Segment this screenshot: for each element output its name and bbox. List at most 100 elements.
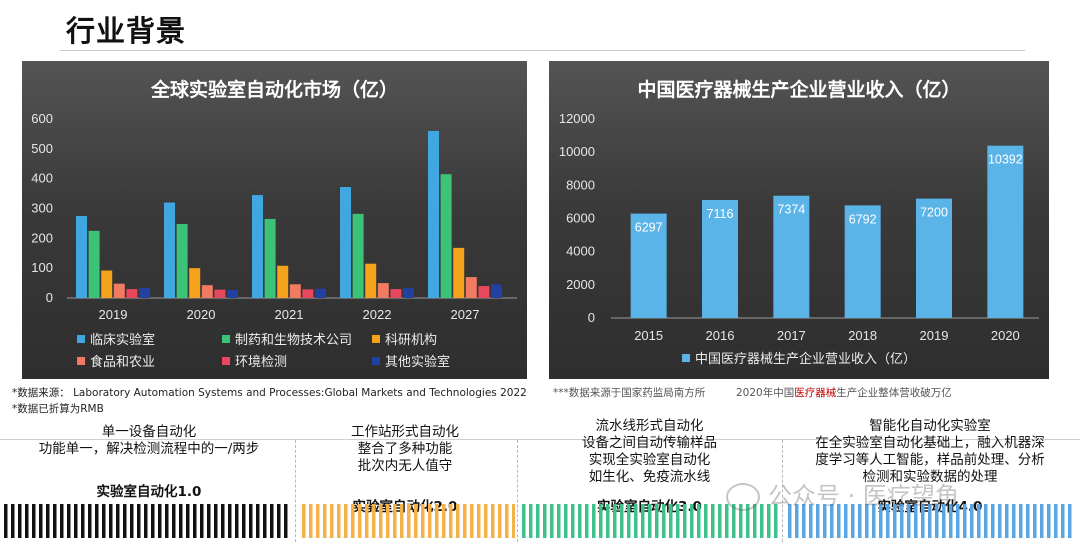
stripe	[81, 504, 85, 538]
x-tick-label: 2018	[848, 328, 877, 343]
stripe	[88, 504, 92, 538]
bar	[340, 187, 351, 298]
stripe	[74, 504, 78, 538]
source-note-4-post: 生产企业整体营收破万亿	[836, 387, 952, 399]
bar	[844, 205, 881, 318]
stripe	[942, 504, 946, 538]
stripe	[505, 504, 509, 538]
stripe	[648, 504, 652, 538]
stage-4-name: 智能化自动化实验室	[869, 418, 991, 434]
page-title: 行业背景	[66, 14, 187, 48]
data-label: 7374	[777, 203, 805, 217]
stripe	[865, 504, 869, 538]
stripe	[914, 504, 918, 538]
bar	[214, 289, 226, 298]
stripe	[774, 504, 778, 538]
stripe	[592, 504, 596, 538]
stripe	[956, 504, 960, 538]
stage-3-desc-2: 实现全实验室自动化	[588, 452, 711, 468]
x-tick-label: 2015	[634, 328, 663, 343]
stripe	[60, 504, 64, 538]
stripe	[529, 504, 533, 538]
y-tick-label: 200	[31, 230, 53, 245]
stripe	[767, 504, 771, 538]
stripe	[428, 504, 432, 538]
stripe	[655, 504, 659, 538]
stripe	[46, 504, 50, 538]
chart2-title: 中国医疗器械生产企业营业收入（亿）	[637, 79, 961, 101]
stripe	[921, 504, 925, 538]
stripe	[1012, 504, 1016, 538]
stripe	[470, 504, 474, 538]
stage-1-label: 实验室自动化1.0	[96, 484, 202, 500]
stripe	[165, 504, 169, 538]
bar	[352, 213, 364, 298]
stripe	[11, 504, 15, 538]
bar	[987, 145, 1024, 318]
stripe	[739, 504, 743, 538]
stripe	[1047, 504, 1051, 538]
stage-2-stripes	[302, 504, 515, 538]
stripe	[578, 504, 582, 538]
source-note-4-pre: 2020年中国	[736, 387, 795, 399]
stripe	[550, 504, 554, 538]
stripe	[977, 504, 981, 538]
stripe	[365, 504, 369, 538]
stripe	[585, 504, 589, 538]
stripe	[900, 504, 904, 538]
stripe	[435, 504, 439, 538]
stripe	[970, 504, 974, 538]
stripe	[277, 504, 281, 538]
stripe	[928, 504, 932, 538]
stripe	[393, 504, 397, 538]
bar	[428, 130, 439, 298]
bar	[252, 195, 263, 298]
stripe	[221, 504, 225, 538]
stripe	[823, 504, 827, 538]
stage-2-desc-1: 整合了多种功能	[357, 441, 453, 457]
stage-separator	[782, 440, 783, 542]
stripe	[1040, 504, 1044, 538]
y-tick-label: 300	[31, 201, 53, 216]
stripe	[263, 504, 267, 538]
bar	[227, 289, 238, 298]
stripe	[991, 504, 995, 538]
x-tick-label: 2021	[275, 307, 304, 322]
section-divider	[0, 439, 1080, 440]
bar	[139, 287, 150, 298]
stripe	[886, 504, 890, 538]
stripe	[456, 504, 460, 538]
bar	[377, 283, 389, 298]
stripe	[704, 504, 708, 538]
stripe	[690, 504, 694, 538]
y-tick-label: 6000	[566, 211, 595, 226]
stripe	[809, 504, 813, 538]
legend-swatch	[682, 354, 690, 362]
stripe	[207, 504, 211, 538]
stripe	[484, 504, 488, 538]
data-label: 7200	[920, 206, 948, 220]
y-tick-label: 2000	[566, 277, 595, 292]
stripe	[802, 504, 806, 538]
stripe	[893, 504, 897, 538]
data-label: 6792	[849, 212, 877, 226]
stripe	[732, 504, 736, 538]
bar	[702, 199, 738, 318]
stage-1: 单一设备自动化 功能单一，解决检测流程中的一/两步	[10, 424, 288, 458]
stripe	[998, 504, 1002, 538]
stripe	[386, 504, 390, 538]
stage-1-name: 单一设备自动化	[101, 424, 197, 440]
stripe	[522, 504, 526, 538]
y-tick-label: 0	[588, 310, 595, 325]
stripe	[1061, 504, 1065, 538]
bar	[491, 284, 502, 298]
legend-swatch	[222, 335, 230, 343]
title-divider	[60, 50, 1025, 51]
stripe	[358, 504, 362, 538]
bar	[465, 277, 477, 298]
stripe	[949, 504, 953, 538]
stripe	[158, 504, 162, 538]
stripe	[1054, 504, 1058, 538]
y-tick-label: 500	[31, 141, 53, 156]
bar	[289, 284, 301, 298]
